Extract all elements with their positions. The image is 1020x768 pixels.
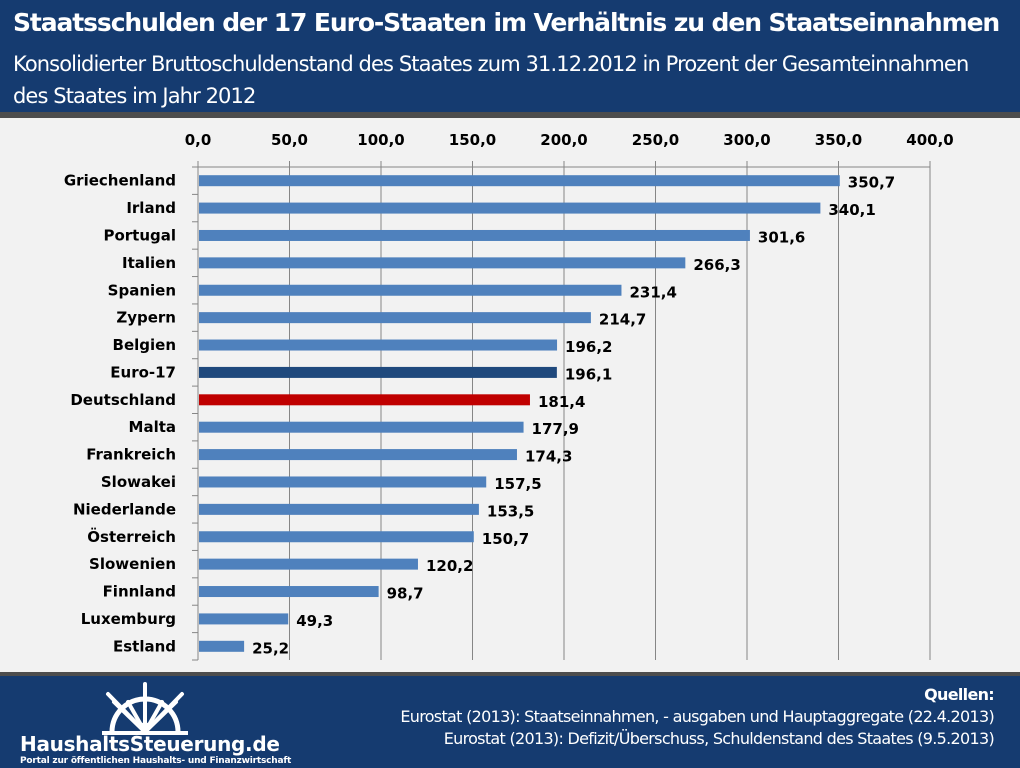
category-label: Irland <box>126 199 176 217</box>
category-label: Belgien <box>113 336 176 354</box>
divider-bottom <box>0 672 1020 676</box>
source-item: Eurostat (2013): Defizit/Überschuss, Sch… <box>443 729 995 748</box>
bar-chart: 0,0 50,0 100,0 150,0 200,0 250,0 300,0 350,0 400… <box>64 131 954 661</box>
logo-tagline: Portal zur öffentlichen Haushalts- und F… <box>20 756 292 766</box>
data-label: 153,5 <box>487 502 534 520</box>
bar <box>199 613 289 625</box>
category-label: Slowakei <box>101 473 176 491</box>
bar <box>199 339 558 351</box>
chart-subtitle: Konsolidierter Bruttoschuldenstand des S… <box>13 52 969 108</box>
bar <box>199 257 686 269</box>
category-label: Italien <box>122 254 176 272</box>
bar <box>199 312 591 324</box>
category-label: Portugal <box>103 226 176 244</box>
gridlines <box>192 161 931 661</box>
chart-title: Staatsschulden der 17 Euro-Staaten im Ve… <box>13 8 1000 37</box>
ship-wheel-icon <box>102 682 188 735</box>
category-label: Zypern <box>116 309 176 327</box>
logo-name: HaushaltsSteuerung.de <box>20 732 280 756</box>
bar <box>199 394 530 406</box>
category-label: Slowenien <box>89 555 176 573</box>
category-label: Estland <box>113 637 176 655</box>
bar <box>199 284 622 296</box>
category-label: Finnland <box>103 583 176 601</box>
data-label: 174,3 <box>525 448 572 466</box>
data-label: 350,7 <box>848 174 895 192</box>
category-label: Malta <box>129 418 176 436</box>
x-tick-labels: 0,0 50,0 100,0 150,0 200,0 250,0 300,0 350,0 400… <box>185 131 954 149</box>
category-label: Euro-17 <box>110 363 176 381</box>
category-label: Frankreich <box>86 446 176 464</box>
data-label: 340,1 <box>828 201 875 219</box>
category-label: Deutschland <box>70 391 176 409</box>
data-label: 157,5 <box>494 475 541 493</box>
category-label: Luxemburg <box>81 610 176 628</box>
category-label: Niederlande <box>73 500 176 518</box>
bar <box>199 366 557 378</box>
bar <box>199 558 418 570</box>
data-label: 98,7 <box>387 585 424 603</box>
category-labels: Griechenland Irland Portugal Italien Spanien… <box>64 172 176 656</box>
x-tick-label: 350,0 <box>815 131 862 149</box>
logo[interactable]: HaushaltsSteuerung.de Portal zur öffentl… <box>20 680 300 768</box>
data-label: 301,6 <box>758 228 805 246</box>
bar <box>199 503 479 515</box>
x-tick-label: 250,0 <box>632 131 679 149</box>
sources: Quellen: Eurostat (2013): Staatseinnahme… <box>400 684 994 750</box>
x-tick-label: 50,0 <box>271 131 308 149</box>
bar <box>199 476 487 488</box>
x-tick-label: 400,0 <box>906 131 953 149</box>
x-tick-label: 200,0 <box>540 131 587 149</box>
footer: HaushaltsSteuerung.de Portal zur öffentl… <box>0 676 1020 768</box>
bar <box>199 531 474 543</box>
category-label: Spanien <box>108 281 176 299</box>
data-label: 214,7 <box>599 311 646 329</box>
data-label: 150,7 <box>482 530 529 548</box>
data-label: 266,3 <box>693 256 740 274</box>
data-label: 231,4 <box>629 283 676 301</box>
data-label: 196,2 <box>565 338 612 356</box>
data-label: 181,4 <box>538 393 585 411</box>
sources-heading: Quellen: <box>924 685 995 704</box>
bar <box>199 586 379 598</box>
x-tick-label: 100,0 <box>357 131 404 149</box>
bar <box>199 229 750 241</box>
x-tick-label: 300,0 <box>723 131 770 149</box>
value-labels: 350,7 340,1 301,6 266,3 231,4 214,7 196,2 196,1… <box>252 174 895 658</box>
bar <box>199 421 524 433</box>
bar <box>199 449 517 461</box>
data-label: 177,9 <box>532 420 579 438</box>
bar <box>199 640 245 652</box>
category-label: Österreich <box>87 527 176 546</box>
divider-top <box>0 112 1020 118</box>
x-tick-label: 150,0 <box>449 131 496 149</box>
header: Staatsschulden der 17 Euro-Staaten im Ve… <box>0 0 1020 112</box>
bar <box>199 202 821 214</box>
bars <box>199 175 840 652</box>
data-label: 120,2 <box>426 557 473 575</box>
category-label: Griechenland <box>64 172 176 190</box>
data-label: 25,2 <box>252 639 289 657</box>
x-tick-label: 0,0 <box>185 131 212 149</box>
data-label: 196,1 <box>565 365 612 383</box>
source-item: Eurostat (2013): Staatseinnahmen, - ausg… <box>400 707 994 726</box>
data-label: 49,3 <box>296 612 333 630</box>
bar <box>199 175 840 187</box>
